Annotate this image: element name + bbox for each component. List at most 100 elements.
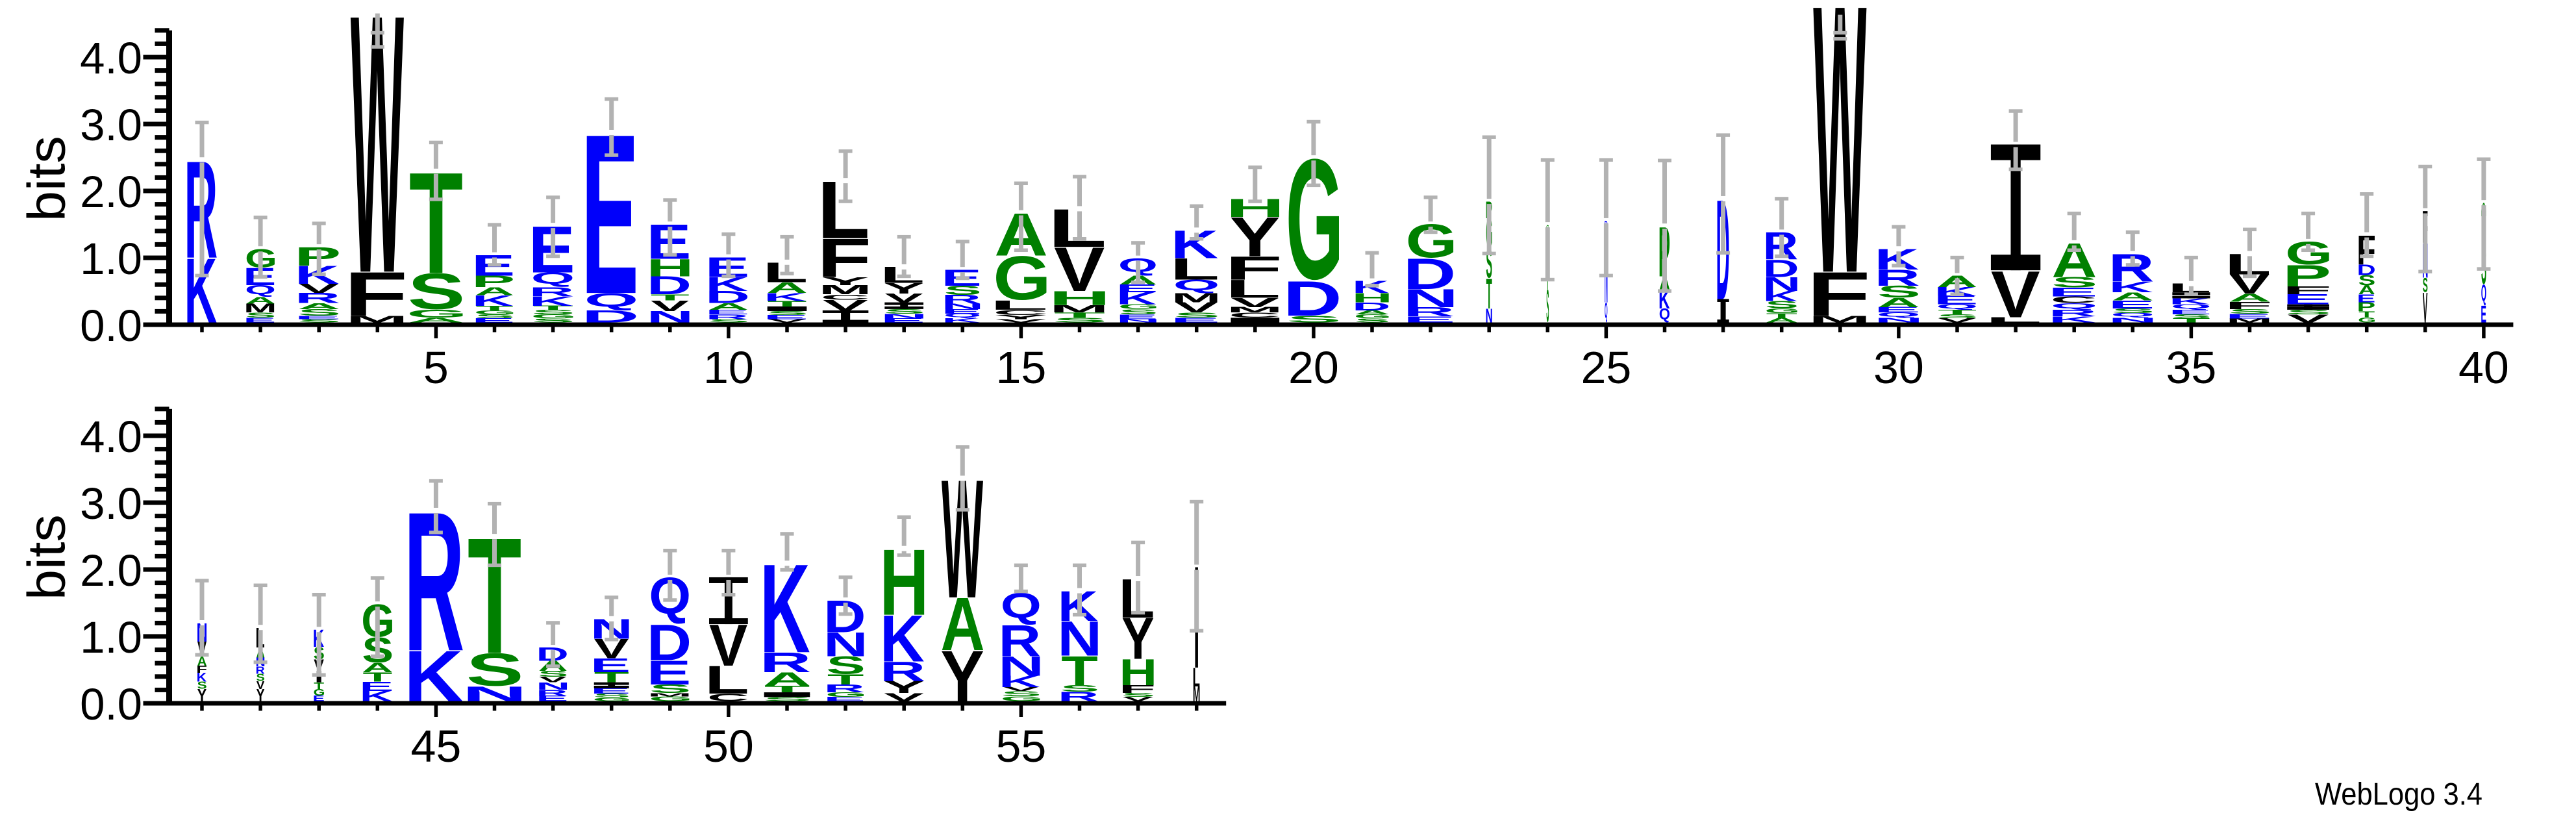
svg-text:S: S [1765, 299, 1798, 310]
svg-text:T: T [1054, 311, 1105, 320]
svg-text:45: 45 [410, 721, 461, 771]
svg-text:S: S [1119, 308, 1158, 316]
svg-text:V: V [2287, 312, 2329, 325]
svg-text:S: S [256, 671, 265, 683]
svg-text:Y: Y [197, 686, 207, 705]
svg-text:S: S [1053, 316, 1107, 323]
svg-text:S: S [1001, 690, 1042, 698]
svg-text:F: F [817, 227, 871, 289]
svg-text:V: V [995, 318, 1046, 323]
svg-text:A: A [763, 668, 811, 690]
svg-text:R: R [2049, 308, 2097, 318]
svg-text:R: R [1403, 305, 1455, 320]
svg-text:Q: Q [2481, 280, 2486, 307]
svg-text:D: D [1283, 271, 1342, 327]
svg-text:E: E [763, 314, 808, 320]
svg-text:30: 30 [1873, 342, 1924, 393]
svg-text:S: S [408, 263, 466, 320]
svg-text:S: S [1174, 311, 1220, 320]
svg-text:W: W [351, 0, 405, 351]
svg-text:Y: Y [994, 314, 1047, 320]
svg-text:T: T [314, 681, 324, 691]
svg-text:R: R [295, 290, 340, 307]
svg-text:R: R [823, 682, 865, 695]
svg-text:A: A [362, 660, 393, 675]
svg-text:E: E [881, 318, 925, 324]
svg-text:R: R [529, 284, 574, 299]
svg-text:E: E [2225, 312, 2272, 320]
svg-text:S: S [1121, 692, 1155, 698]
svg-text:G: G [314, 688, 325, 698]
svg-text:S: S [763, 696, 812, 703]
svg-text:N: N [823, 625, 868, 664]
svg-text:A: A [940, 583, 984, 666]
svg-text:E: E [243, 316, 276, 324]
svg-text:G: G [592, 697, 632, 702]
svg-text:E: E [294, 315, 341, 320]
svg-text:K: K [880, 601, 924, 675]
svg-text:D: D [705, 288, 750, 307]
svg-text:G: G [1286, 124, 1344, 315]
svg-text:S: S [2229, 308, 2271, 315]
svg-text:Q: Q [944, 313, 981, 319]
svg-text:L: L [1170, 253, 1219, 286]
svg-text:S: S [1546, 280, 1549, 332]
svg-text:M: M [2226, 318, 2273, 324]
svg-text:R: R [536, 688, 568, 698]
svg-text:35: 35 [2166, 342, 2216, 393]
svg-text:1.0: 1.0 [80, 234, 142, 284]
svg-text:M: M [1171, 290, 1221, 305]
svg-text:G: G [474, 309, 517, 316]
svg-text:N: N [462, 683, 527, 706]
svg-text:T: T [409, 143, 463, 305]
svg-text:2.0: 2.0 [80, 167, 142, 217]
svg-text:Q: Q [1659, 305, 1670, 323]
svg-text:R: R [880, 656, 925, 687]
svg-text:H: H [647, 254, 694, 282]
svg-text:S: S [1060, 683, 1099, 694]
svg-text:A: A [708, 301, 749, 312]
svg-text:L: L [1193, 662, 1200, 692]
svg-text:Y: Y [256, 686, 265, 705]
svg-text:A: A [408, 316, 464, 323]
svg-text:K: K [764, 291, 807, 304]
svg-text:T: T [1766, 312, 1797, 319]
svg-text:H: H [1352, 290, 1393, 305]
svg-text:L: L [1985, 316, 2042, 324]
svg-text:S: S [708, 318, 750, 323]
svg-text:40: 40 [2458, 342, 2509, 393]
svg-text:R: R [256, 664, 265, 676]
svg-text:10: 10 [703, 342, 754, 393]
svg-text:P: P [471, 272, 515, 290]
svg-text:E: E [2168, 308, 2212, 316]
svg-text:T: T [768, 299, 807, 308]
svg-text:F: F [1225, 250, 1282, 287]
svg-text:K: K [472, 292, 514, 308]
svg-text:T: T [651, 293, 690, 303]
svg-text:V: V [1231, 295, 1279, 310]
svg-text:M: M [1808, 314, 1871, 324]
svg-text:R: R [705, 313, 749, 320]
svg-text:S: S [2171, 313, 2212, 320]
svg-text:S: S [197, 680, 207, 692]
svg-text:S: S [593, 692, 631, 699]
svg-text:E: E [536, 694, 568, 703]
svg-text:S: S [1486, 240, 1492, 287]
svg-text:A: A [2229, 292, 2271, 305]
svg-text:D: D [2357, 261, 2376, 279]
svg-text:S: S [532, 318, 575, 324]
svg-text:A: A [2051, 234, 2097, 288]
svg-text:V: V [1002, 686, 1040, 692]
svg-text:S: S [826, 651, 865, 679]
svg-text:H: H [880, 529, 929, 635]
svg-text:E: E [2481, 301, 2486, 327]
svg-text:3.0: 3.0 [80, 479, 142, 529]
svg-text:V: V [651, 297, 689, 314]
svg-text:S: S [2358, 272, 2376, 288]
svg-text:S: S [475, 313, 515, 320]
svg-text:4.0: 4.0 [80, 33, 142, 83]
svg-text:S: S [2423, 274, 2428, 297]
svg-text:A: A [1355, 309, 1390, 316]
svg-text:G: G [993, 244, 1051, 313]
svg-text:E: E [1116, 313, 1158, 321]
